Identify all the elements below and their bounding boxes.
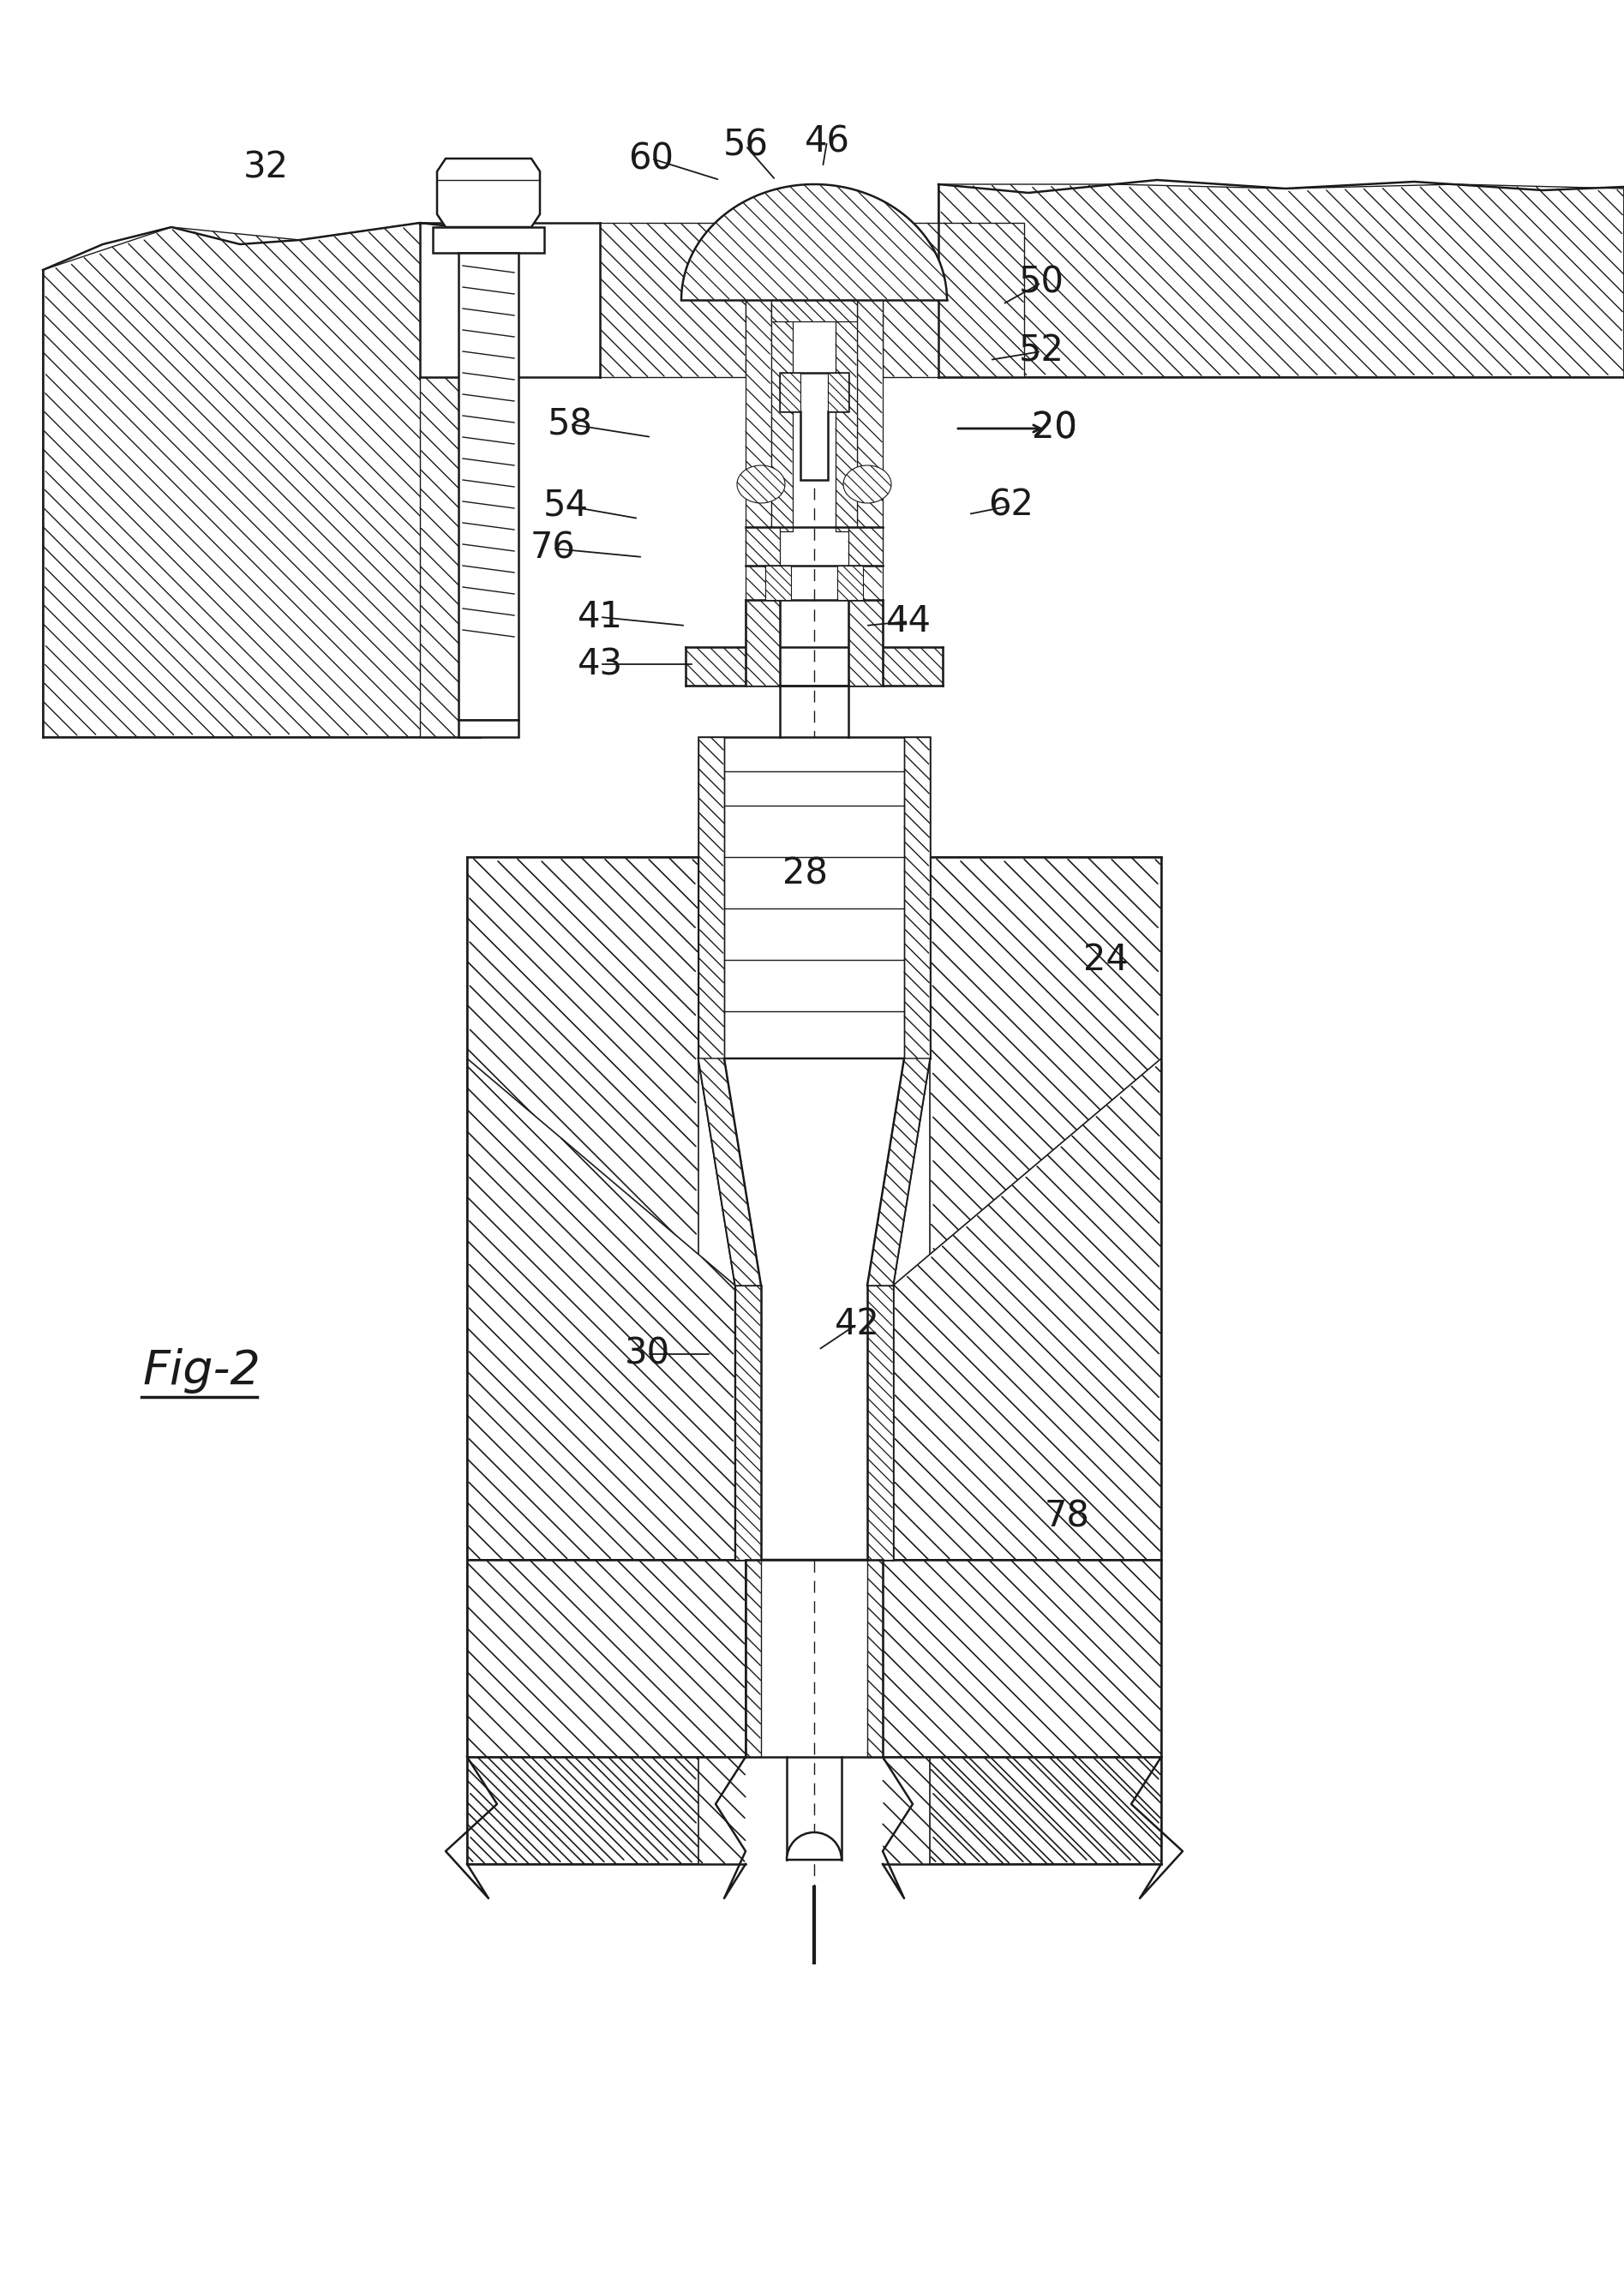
Polygon shape <box>848 528 883 566</box>
Polygon shape <box>893 1057 1161 1560</box>
Polygon shape <box>685 646 745 685</box>
Polygon shape <box>745 528 780 566</box>
Polygon shape <box>682 185 947 299</box>
Polygon shape <box>883 646 942 685</box>
Polygon shape <box>437 158 539 226</box>
Polygon shape <box>857 299 883 646</box>
Text: 78: 78 <box>1044 1498 1090 1535</box>
Text: 58: 58 <box>547 407 593 443</box>
Polygon shape <box>698 738 724 1057</box>
Text: 76: 76 <box>529 530 575 566</box>
Polygon shape <box>848 601 883 685</box>
Polygon shape <box>771 299 857 322</box>
Text: 32: 32 <box>244 148 289 185</box>
Polygon shape <box>867 1286 893 1560</box>
Bar <box>745 224 883 377</box>
Polygon shape <box>745 299 771 646</box>
Bar <box>458 254 518 719</box>
Polygon shape <box>931 856 1161 1864</box>
Wedge shape <box>786 1832 841 1859</box>
Polygon shape <box>421 377 481 738</box>
Text: 56: 56 <box>723 128 768 164</box>
Text: 24: 24 <box>1083 941 1129 978</box>
Text: 43: 43 <box>577 646 622 683</box>
Polygon shape <box>599 224 745 377</box>
Bar <box>698 738 931 1057</box>
Text: 52: 52 <box>1018 333 1064 370</box>
Polygon shape <box>745 601 780 685</box>
Text: 41: 41 <box>577 598 622 635</box>
Text: 46: 46 <box>804 123 849 160</box>
Polygon shape <box>780 372 801 411</box>
Polygon shape <box>780 372 848 480</box>
Polygon shape <box>698 1057 931 1560</box>
Polygon shape <box>42 224 531 738</box>
Polygon shape <box>883 1560 1161 1756</box>
Bar <box>458 719 518 738</box>
Text: 50: 50 <box>1018 265 1064 301</box>
Polygon shape <box>939 185 1624 377</box>
Polygon shape <box>883 224 1025 377</box>
Polygon shape <box>867 1057 931 1286</box>
Polygon shape <box>468 856 698 1864</box>
Polygon shape <box>421 224 599 377</box>
Text: 42: 42 <box>835 1306 880 1343</box>
Polygon shape <box>468 1057 736 1560</box>
Text: 54: 54 <box>542 489 588 523</box>
Polygon shape <box>698 1057 762 1286</box>
Text: 30: 30 <box>624 1336 669 1373</box>
Text: 28: 28 <box>783 856 828 893</box>
Text: 20: 20 <box>1031 411 1077 445</box>
Polygon shape <box>468 1560 745 1756</box>
Polygon shape <box>765 566 791 601</box>
Text: 20: 20 <box>1031 411 1077 445</box>
Polygon shape <box>867 1560 883 1756</box>
Text: Fig-2: Fig-2 <box>143 1348 260 1393</box>
Polygon shape <box>838 566 862 601</box>
Bar <box>432 226 544 254</box>
Polygon shape <box>737 466 784 502</box>
Polygon shape <box>836 299 857 532</box>
Text: 62: 62 <box>989 489 1034 523</box>
Polygon shape <box>843 466 892 502</box>
Polygon shape <box>828 372 848 411</box>
Polygon shape <box>736 1286 762 1560</box>
Polygon shape <box>905 738 931 1057</box>
Polygon shape <box>771 299 793 532</box>
Text: 44: 44 <box>885 603 931 640</box>
Polygon shape <box>745 1560 762 1756</box>
Text: 60: 60 <box>628 142 674 176</box>
